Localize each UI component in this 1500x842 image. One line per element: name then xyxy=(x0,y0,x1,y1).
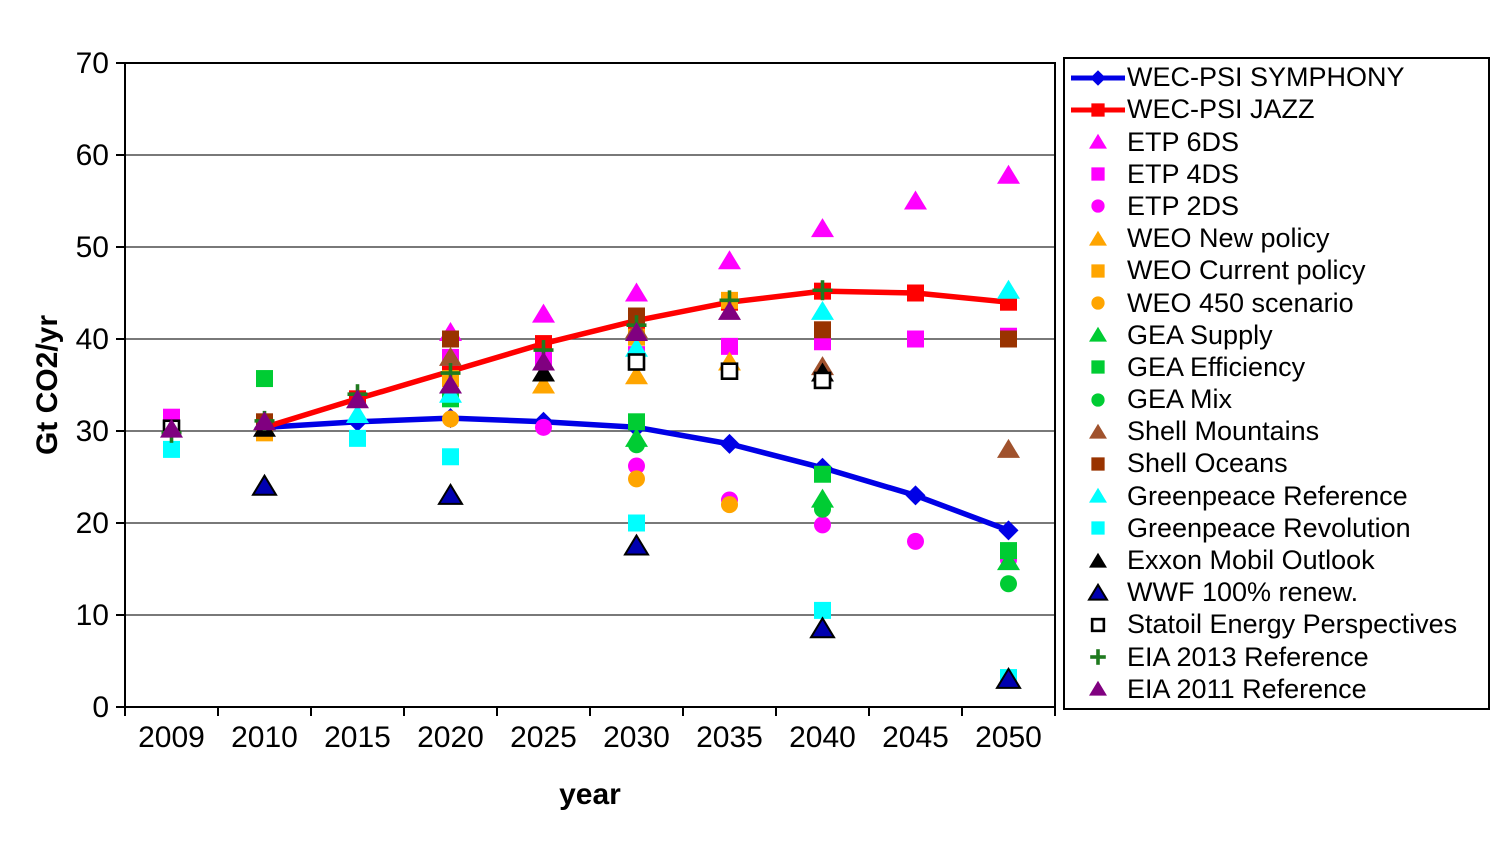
legend-item-label: WEC-PSI JAZZ xyxy=(1127,94,1315,125)
wec-psi-jazz-marker-icon xyxy=(1071,103,1125,117)
weo-450-scenario-marker-icon xyxy=(1091,296,1105,310)
legend-item-wec-psi-jazz: WEC-PSI JAZZ xyxy=(1069,94,1486,125)
shell-mountains-marker-icon xyxy=(1089,423,1107,439)
legend-item-eia-2013-reference: EIA 2013 Reference xyxy=(1069,642,1486,673)
x-tick-label: 2040 xyxy=(789,721,856,754)
legend-item-label: WEC-PSI SYMPHONY xyxy=(1127,62,1405,93)
gea-supply-marker-icon xyxy=(1089,326,1107,342)
x-tick-label: 2035 xyxy=(696,721,763,754)
y-tick-label: 20 xyxy=(76,507,109,540)
y-tick-label: 70 xyxy=(76,47,109,80)
legend-item-label: Statoil Energy Perspectives xyxy=(1127,609,1458,640)
legend-item-etp-4ds: ETP 4DS xyxy=(1069,159,1486,190)
y-tick-label: 50 xyxy=(76,231,109,264)
legend-item-label: WEO New policy xyxy=(1127,223,1330,254)
series-weo-450-scenario xyxy=(442,410,738,514)
legend-item-gea-mix: GEA Mix xyxy=(1069,384,1486,415)
series-greenpeace-revolution xyxy=(163,429,1017,687)
y-tick-label: 10 xyxy=(76,599,109,632)
legend-item-label: Greenpeace Reference xyxy=(1127,480,1408,511)
legend-item-greenpeace-revolution: Greenpeace Revolution xyxy=(1069,513,1486,544)
wwf-100-renew-marker-icon xyxy=(1087,582,1109,601)
legend-item-label: WEO 450 scenario xyxy=(1127,287,1354,318)
x-tick-label: 2009 xyxy=(138,721,205,754)
shell-oceans-marker-icon xyxy=(1091,457,1105,471)
eia-2011-reference-marker-icon xyxy=(1089,681,1107,696)
eia-2013-reference-marker-icon xyxy=(1090,649,1106,665)
legend-item-wec-psi-symphony: WEC-PSI SYMPHONY xyxy=(1069,62,1486,93)
legend-box: WEC-PSI SYMPHONY WEC-PSI JAZZ ETP 6DS ETP 4… xyxy=(1063,57,1490,710)
legend-item-label: Exxon Mobil Outlook xyxy=(1127,545,1375,575)
x-tick-label: 2030 xyxy=(603,721,670,754)
x-tick-label: 2025 xyxy=(510,721,577,754)
legend-item-etp-6ds: ETP 6DS xyxy=(1069,127,1486,158)
x-axis-title: year xyxy=(559,778,621,811)
greenpeace-reference-marker-icon xyxy=(1089,487,1107,503)
series-greenpeace-reference xyxy=(346,279,1020,423)
legend-item-label: EIA 2011 Reference xyxy=(1127,673,1367,704)
legend-item-exxon-mobil-outlook: Exxon Mobil Outlook xyxy=(1069,545,1486,576)
legend-item-eia-2011-reference: EIA 2011 Reference xyxy=(1069,674,1486,705)
weo-new-policy-marker-icon xyxy=(1089,230,1107,246)
legend-item-etp-2ds: ETP 2DS xyxy=(1069,191,1486,222)
legend-item-label: GEA Mix xyxy=(1127,384,1233,415)
exxon-mobil-outlook-marker-icon xyxy=(1089,552,1107,568)
series-etp-4ds xyxy=(163,327,1017,426)
legend-item-label: Greenpeace Revolution xyxy=(1127,512,1411,543)
y-tick-label: 60 xyxy=(76,139,109,172)
x-tick-label: 2020 xyxy=(417,721,484,754)
series-etp-2ds xyxy=(535,418,1017,569)
greenpeace-revolution-marker-icon xyxy=(1091,521,1105,535)
legend-item-statoil-energy-perspectives: Statoil Energy Perspectives xyxy=(1069,609,1486,640)
series-eia-2011-reference xyxy=(160,300,741,438)
series-gea-mix xyxy=(628,436,1017,593)
legend-item-gea-supply: GEA Supply xyxy=(1069,320,1486,351)
x-tick-label: 2045 xyxy=(882,721,949,754)
legend-item-label: WEO Current policy xyxy=(1127,255,1366,286)
legend-item-label: ETP 6DS xyxy=(1127,126,1240,157)
wec-psi-symphony-marker-icon xyxy=(1071,69,1125,86)
legend-item-label: GEA Supply xyxy=(1127,319,1273,350)
legend-item-label: Shell Oceans xyxy=(1127,448,1288,479)
etp-6ds-marker-icon xyxy=(1089,133,1107,149)
legend-item-label: ETP 4DS xyxy=(1127,158,1240,189)
x-tick-label: 2010 xyxy=(231,721,298,754)
legend-item-label: Shell Mountains xyxy=(1127,416,1320,447)
statoil-energy-perspectives-marker-icon xyxy=(1090,617,1106,633)
y-tick-label: 40 xyxy=(76,323,109,356)
legend-item-label: WWF 100% renew. xyxy=(1127,577,1359,608)
legend-item-weo-new-policy: WEO New policy xyxy=(1069,223,1486,254)
legend-item-label: GEA Efficiency xyxy=(1127,351,1306,382)
gea-mix-marker-icon xyxy=(1091,392,1105,407)
legend-item-weo-current-policy: WEO Current policy xyxy=(1069,255,1486,286)
gea-efficiency-marker-icon xyxy=(1091,360,1105,375)
legend-item-greenpeace-reference: Greenpeace Reference xyxy=(1069,481,1486,512)
series-gea-supply xyxy=(625,427,1020,571)
legend-item-label: EIA 2013 Reference xyxy=(1127,641,1369,672)
series-wwf-100-renew xyxy=(251,473,1022,689)
etp-4ds-marker-icon xyxy=(1091,167,1105,181)
y-tick-label: 30 xyxy=(76,415,109,448)
legend-item-wwf-100-renew: WWF 100% renew. xyxy=(1069,577,1486,608)
legend-item-shell-oceans: Shell Oceans xyxy=(1069,448,1486,479)
x-tick-label: 2050 xyxy=(975,721,1042,754)
legend-item-shell-mountains: Shell Mountains xyxy=(1069,416,1486,447)
legend-item-gea-efficiency: GEA Efficiency xyxy=(1069,352,1486,383)
y-axis-title: Gt CO2/yr xyxy=(31,314,64,456)
legend-item-weo-450-scenario: WEO 450 scenario xyxy=(1069,288,1486,319)
x-tick-label: 2015 xyxy=(324,721,391,754)
legend-item-label: ETP 2DS xyxy=(1127,190,1240,221)
etp-2ds-marker-icon xyxy=(1091,199,1105,214)
y-tick-label: 0 xyxy=(92,691,109,724)
weo-current-policy-marker-icon xyxy=(1091,264,1105,278)
